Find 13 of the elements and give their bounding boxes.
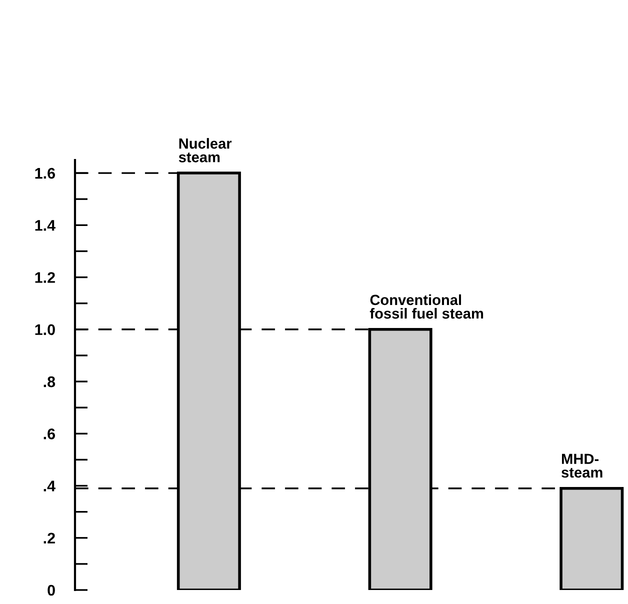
y-tick-label: 0 [48,584,55,596]
y-tick-label: .4 [44,480,56,492]
y-tick-label: 1.2 [35,272,55,283]
x-tick-label: Conventional fossil fuel steam [370,294,484,319]
y-tick-label: .6 [44,428,56,440]
x-tick-label: Nuclear steam [178,138,232,162]
y-tick-label: 1.0 [35,324,55,336]
y-tick-label: 1.6 [35,168,56,179]
y-tick-label: 1.4 [35,220,56,231]
y-tick-label: .8 [44,376,56,388]
y-tick-label: .2 [44,532,55,544]
x-tick-label: MHD- steam [562,454,602,478]
bar [560,486,624,590]
